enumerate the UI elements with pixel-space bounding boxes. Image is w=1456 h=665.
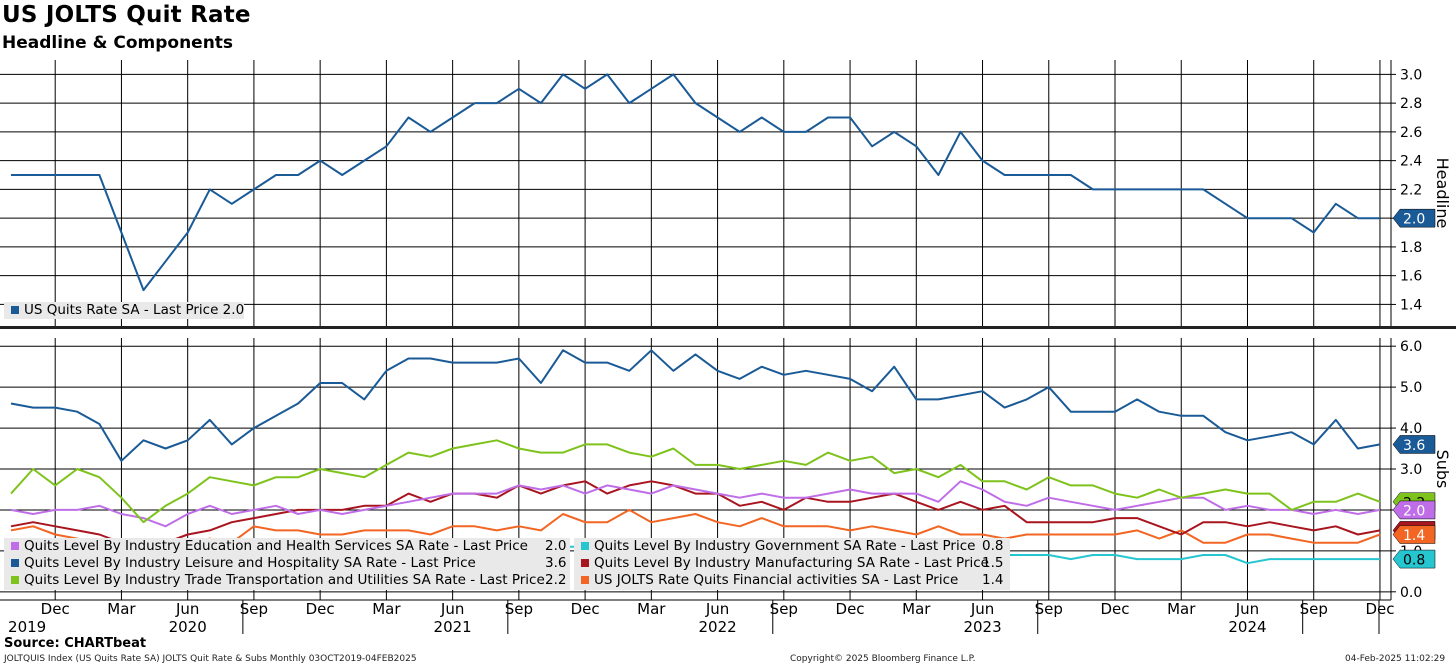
y-tick-label: 4.0 xyxy=(1400,421,1422,437)
y-tick-label: 2.6 xyxy=(1400,125,1422,141)
x-tick-label-month: Mar xyxy=(902,600,931,618)
x-tick-label-month: Dec xyxy=(836,600,865,618)
legend-item: Quits Level By Industry Trade Transporta… xyxy=(4,572,570,589)
x-tick-label-month: Mar xyxy=(1167,600,1196,618)
x-tick-label-month: Sep xyxy=(770,600,798,618)
last-value-tag-government: 0.8 xyxy=(1392,549,1436,569)
x-tick-label-year: 2019 xyxy=(8,618,46,636)
last-value-tag-education: 2.0 xyxy=(1392,500,1436,520)
x-tick-label-month: Sep xyxy=(1300,600,1328,618)
last-value-tag-headline: 2.0 xyxy=(1392,208,1436,228)
y-tick-label: 2.8 xyxy=(1400,96,1422,112)
legend-value: 3.6 xyxy=(545,555,567,571)
x-tick-label-year: 2021 xyxy=(434,618,472,636)
x-tick-label-month: Mar xyxy=(107,600,136,618)
x-tick-label-year: 2022 xyxy=(698,618,736,636)
legend-value: 2.2 xyxy=(545,572,567,588)
y-tick-label: 3.0 xyxy=(1400,462,1422,478)
chart-title: US JOLTS Quit Rate xyxy=(2,2,251,28)
last-value-tag-label: 2.0 xyxy=(1403,212,1425,228)
last-value-tag-shape xyxy=(1392,435,1436,454)
y-tick-label: 1.8 xyxy=(1400,240,1422,256)
panel-divider xyxy=(0,326,1456,329)
legend-label: Quits Level By Industry Education and He… xyxy=(24,538,528,554)
x-tick-label-month: Dec xyxy=(1365,600,1394,618)
source-note: Source: CHARTbeat xyxy=(4,636,147,651)
legend-label: Quits Level By Industry Leisure and Hosp… xyxy=(24,555,476,571)
y-tick-label: 3.0 xyxy=(1400,67,1422,83)
x-tick-label-month: Jun xyxy=(970,600,994,618)
series-line-trade xyxy=(10,439,1381,524)
series-line-financial xyxy=(10,508,1381,556)
axis-title-headline: Headline xyxy=(1433,158,1452,229)
legend-swatch-headline xyxy=(11,305,19,314)
last-value-tag-shape xyxy=(1392,525,1436,544)
legend-label: Quits Level By Industry Manufacturing SA… xyxy=(594,555,989,571)
axis-title-subs: Subs xyxy=(1433,450,1452,489)
legend-item: US JOLTS Rate Quits Financial activities… xyxy=(574,572,1010,589)
x-tick-label-year: 2020 xyxy=(169,618,207,636)
y-tick-label: 6.0 xyxy=(1400,339,1422,355)
legend-item: Quits Level By Industry Manufacturing SA… xyxy=(574,555,1010,572)
series-line-education xyxy=(10,480,1381,528)
series-line-manufacturing xyxy=(10,480,1381,548)
legend-swatch-manufacturing xyxy=(581,558,589,567)
legend-label: US JOLTS Rate Quits Financial activities… xyxy=(594,572,959,588)
legend-label: Quits Level By Industry Government SA Ra… xyxy=(594,538,976,554)
legend-swatch-financial xyxy=(581,575,589,584)
x-tick-label-month: Sep xyxy=(505,600,533,618)
y-tick-label: 0.0 xyxy=(1400,585,1422,601)
last-value-tag-label: 0.8 xyxy=(1403,553,1425,569)
legend-subs-right: Quits Level By Industry Government SA Ra… xyxy=(574,538,1010,590)
x-tick-label-month: Dec xyxy=(306,600,335,618)
legend-swatch-education xyxy=(11,541,19,550)
x-tick-label-month: Dec xyxy=(41,600,70,618)
x-tick-label-year: 2023 xyxy=(963,618,1001,636)
legend-value: 1.5 xyxy=(982,555,1004,571)
legend-item: Quits Level By Industry Government SA Ra… xyxy=(574,538,1010,555)
y-tick-label: 1.6 xyxy=(1400,269,1422,285)
legend-value: 0.8 xyxy=(982,538,1004,554)
footer-center: Copyright© 2025 Bloomberg Finance L.P. xyxy=(790,654,976,664)
last-value-tag-label: 1.4 xyxy=(1403,528,1425,544)
y-tick-label: 1.4 xyxy=(1400,297,1422,313)
last-value-tag-shape xyxy=(1392,549,1436,569)
legend-item: Quits Level By Industry Leisure and Hosp… xyxy=(4,555,570,572)
legend-item: Quits Level By Industry Education and He… xyxy=(4,538,570,555)
last-value-tag-financial: 1.4 xyxy=(1392,525,1436,544)
legend-headline: US Quits Rate SA - Last Price 2.0 xyxy=(4,302,244,319)
x-tick-label-month: Mar xyxy=(637,600,666,618)
x-tick-label-month: Mar xyxy=(372,600,401,618)
y-tick-label: 2.4 xyxy=(1400,154,1422,170)
series-line-headline xyxy=(11,73,1380,292)
x-tick-label-year: 2024 xyxy=(1228,618,1266,636)
legend-swatch-leisure xyxy=(11,558,19,567)
x-tick-label-month: Dec xyxy=(1100,600,1129,618)
last-value-tag-shape xyxy=(1392,208,1436,228)
legend-swatch-government xyxy=(581,541,589,550)
y-tick-label: 2.2 xyxy=(1400,182,1422,198)
legend-value: 2.0 xyxy=(545,538,567,554)
footer-right: 04-Feb-2025 11:02:29 xyxy=(1345,654,1446,664)
x-tick-label-month: Jun xyxy=(440,600,464,618)
legend-value: 1.4 xyxy=(982,572,1004,588)
x-tick-label-month: Jun xyxy=(705,600,729,618)
x-tick-label-month: Jun xyxy=(1235,600,1259,618)
last-value-tag-shape xyxy=(1392,500,1436,520)
x-tick-label-month: Sep xyxy=(1035,600,1063,618)
x-tick-label-month: Sep xyxy=(240,600,268,618)
legend-subs-left: Quits Level By Industry Education and He… xyxy=(4,538,570,590)
legend-headline-label: US Quits Rate SA - Last Price 2.0 xyxy=(24,302,245,318)
x-tick-label-month: Dec xyxy=(571,600,600,618)
last-value-tag-label: 2.0 xyxy=(1403,503,1425,519)
last-value-tag-label: 3.6 xyxy=(1403,438,1425,454)
series-line-leisure xyxy=(10,349,1381,462)
legend-swatch-trade xyxy=(11,575,19,584)
y-tick-label: 5.0 xyxy=(1400,380,1422,396)
legend-label: Quits Level By Industry Trade Transporta… xyxy=(24,572,545,588)
x-tick-label-month: Jun xyxy=(175,600,199,618)
chart-subtitle: Headline & Components xyxy=(2,33,234,53)
footer-left: JOLTQUIS Index (US Quits Rate SA) JOLTS … xyxy=(4,654,417,664)
last-value-tag-leisure: 3.6 xyxy=(1392,435,1436,454)
